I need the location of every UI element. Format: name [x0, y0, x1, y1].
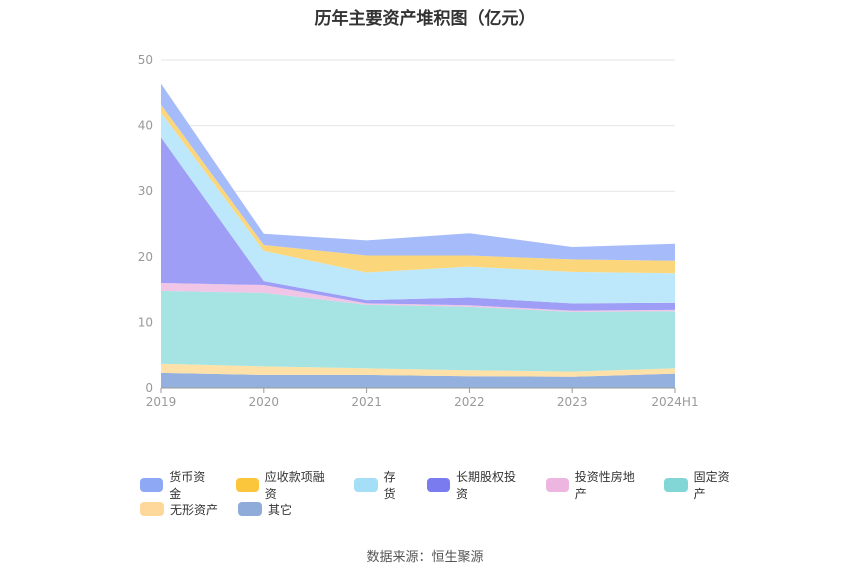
- legend-swatch: [354, 478, 378, 492]
- area-series-无形资产: [161, 363, 675, 377]
- legend-row-1: 货币资金 应收款项融资 存货 长期股权投资 投资性房地产 固定资产: [140, 470, 740, 501]
- x-tick-label: 2020: [249, 395, 280, 409]
- x-tick-label: 2024H1: [651, 395, 698, 409]
- legend-item-其它[interactable]: 其它: [238, 501, 292, 518]
- legend-swatch: [140, 478, 164, 492]
- legend-item-固定资产[interactable]: 固定资产: [664, 468, 740, 502]
- legend-item-应收款项融资[interactable]: 应收款项融资: [235, 468, 335, 502]
- area-series-group: [161, 83, 675, 388]
- y-tick-label: 20: [138, 250, 153, 264]
- legend-label: 应收款项融资: [264, 470, 325, 501]
- legend-row-2: 无形资产 其它: [140, 497, 740, 521]
- legend-swatch: [140, 502, 164, 516]
- x-tick-label: 2021: [351, 395, 382, 409]
- legend-swatch: [238, 502, 263, 516]
- legend-label: 固定资产: [693, 470, 730, 501]
- data-source-note: 数据来源：恒生聚源: [366, 550, 484, 565]
- x-tick-label: 2023: [557, 395, 588, 409]
- y-tick-label: 50: [138, 53, 153, 67]
- legend-swatch: [664, 478, 688, 492]
- area-series-存货: [161, 112, 675, 304]
- legend-item-无形资产[interactable]: 无形资产: [140, 501, 218, 518]
- area-series-投资性房地产: [161, 283, 675, 312]
- legend-label: 无形资产: [170, 502, 219, 517]
- legend-item-货币资金[interactable]: 货币资金: [140, 468, 216, 502]
- legend-item-长期股权投资[interactable]: 长期股权投资: [426, 468, 526, 502]
- y-tick-label: 40: [138, 119, 153, 133]
- legend-label: 存货: [383, 470, 396, 501]
- legend-swatch: [235, 478, 259, 492]
- legend-label: 投资性房地产: [574, 470, 635, 501]
- area-series-其它: [161, 372, 675, 388]
- axes: 0 10 20 30 40 50 2019 2020 2021 2022 2023 2024H1: [138, 53, 699, 409]
- area-series-固定资产: [161, 290, 675, 372]
- legend-label: 货币资金: [169, 470, 206, 501]
- stacked-area-chart: 0 10 20 30 40 50 2019 2020 2021 2022 2023 2024H1: [138, 53, 699, 409]
- chart-title: 历年主要资产堆积图（亿元）: [314, 9, 536, 29]
- x-tick-label: 2019: [146, 395, 177, 409]
- legend-label: 长期股权投资: [455, 470, 516, 501]
- y-tick-label: 0: [145, 381, 153, 395]
- legend-swatch: [426, 478, 450, 492]
- legend: 货币资金 应收款项融资 存货 长期股权投资 投资性房地产 固定资产 无形资产: [140, 470, 740, 521]
- legend-label: 其它: [268, 502, 293, 517]
- legend-item-存货[interactable]: 存货: [354, 468, 406, 502]
- legend-item-投资性房地产[interactable]: 投资性房地产: [545, 468, 645, 502]
- y-tick-label: 30: [138, 184, 153, 198]
- y-tick-label: 10: [138, 315, 153, 329]
- x-tick-label: 2022: [454, 395, 485, 409]
- legend-swatch: [545, 478, 569, 492]
